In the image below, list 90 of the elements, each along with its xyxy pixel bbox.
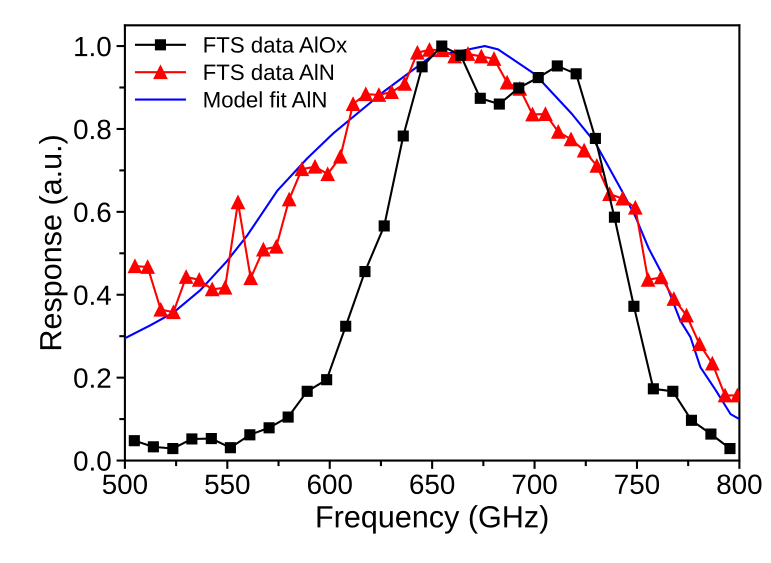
point bbox=[154, 302, 168, 317]
point bbox=[244, 429, 256, 440]
legend-label: FTS data AlN bbox=[204, 64, 334, 80]
y-tick-label: 0.4 bbox=[74, 285, 111, 306]
point bbox=[282, 192, 296, 206]
point bbox=[294, 162, 309, 176]
y-tick-label: 0.2 bbox=[74, 368, 110, 388]
point bbox=[231, 195, 245, 210]
point bbox=[590, 158, 604, 173]
point bbox=[416, 61, 428, 72]
x-tick-label: 500 bbox=[102, 474, 147, 494]
point bbox=[140, 260, 155, 274]
point bbox=[378, 220, 390, 232]
point bbox=[692, 337, 706, 352]
point bbox=[628, 300, 640, 312]
point bbox=[269, 240, 284, 254]
point bbox=[192, 272, 206, 287]
x-axis-title: Frequency (GHz) bbox=[318, 505, 548, 534]
point bbox=[320, 167, 335, 182]
point bbox=[372, 88, 386, 102]
point bbox=[398, 130, 409, 142]
point bbox=[333, 150, 348, 164]
x-tick-label: 650 bbox=[410, 474, 454, 494]
point bbox=[551, 124, 566, 139]
point bbox=[718, 388, 732, 402]
point bbox=[205, 282, 220, 296]
point bbox=[321, 374, 332, 386]
point bbox=[487, 52, 501, 66]
y-tick-label: 0.8 bbox=[74, 120, 111, 140]
point bbox=[628, 200, 642, 215]
y-axis-title: Response (a.u.) bbox=[39, 136, 68, 350]
point bbox=[308, 160, 322, 174]
point bbox=[538, 107, 552, 121]
point bbox=[667, 386, 678, 397]
y-tick-label: 0.0 bbox=[74, 451, 111, 471]
point bbox=[358, 87, 373, 102]
point bbox=[264, 422, 275, 434]
y-tick-label: 1.0 bbox=[75, 36, 111, 56]
point bbox=[577, 144, 592, 158]
point bbox=[590, 132, 601, 144]
point bbox=[526, 108, 540, 122]
point bbox=[570, 68, 582, 80]
point bbox=[398, 76, 412, 91]
legend-label: Model fit AlN bbox=[204, 91, 326, 108]
point bbox=[641, 272, 655, 287]
point bbox=[608, 212, 620, 223]
point bbox=[474, 49, 488, 64]
point bbox=[564, 132, 578, 146]
point bbox=[302, 386, 313, 397]
point bbox=[384, 85, 399, 100]
point bbox=[532, 72, 544, 84]
point bbox=[224, 442, 236, 454]
x-tick-label: 750 bbox=[615, 474, 660, 494]
point bbox=[166, 305, 180, 320]
point bbox=[359, 266, 371, 278]
point bbox=[666, 292, 681, 306]
point bbox=[128, 435, 140, 446]
point bbox=[436, 40, 448, 52]
x-tick-label: 550 bbox=[205, 474, 250, 494]
point bbox=[167, 442, 178, 454]
point bbox=[148, 441, 159, 452]
point bbox=[186, 433, 198, 445]
point bbox=[218, 280, 232, 295]
point bbox=[686, 414, 698, 426]
point bbox=[346, 97, 360, 112]
point bbox=[206, 433, 217, 444]
x-tick-label: 600 bbox=[308, 474, 352, 494]
point bbox=[552, 60, 563, 72]
point bbox=[256, 242, 270, 257]
x-tick-label: 700 bbox=[512, 474, 557, 494]
point bbox=[705, 356, 720, 370]
point bbox=[680, 308, 694, 322]
point bbox=[616, 192, 630, 206]
point bbox=[282, 411, 294, 423]
point bbox=[474, 92, 486, 104]
x-tick-label: 800 bbox=[717, 474, 762, 494]
point bbox=[724, 442, 736, 454]
point bbox=[410, 46, 424, 60]
point bbox=[500, 76, 514, 90]
point bbox=[494, 98, 505, 110]
point bbox=[244, 271, 258, 286]
y-tick-label: 0.6 bbox=[74, 202, 110, 222]
point bbox=[654, 270, 668, 284]
point bbox=[705, 428, 716, 440]
point bbox=[340, 320, 352, 332]
point bbox=[455, 50, 466, 61]
legend-label: FTS data AlOx bbox=[204, 36, 347, 53]
point bbox=[128, 259, 142, 274]
point bbox=[179, 270, 194, 284]
point bbox=[648, 383, 659, 394]
